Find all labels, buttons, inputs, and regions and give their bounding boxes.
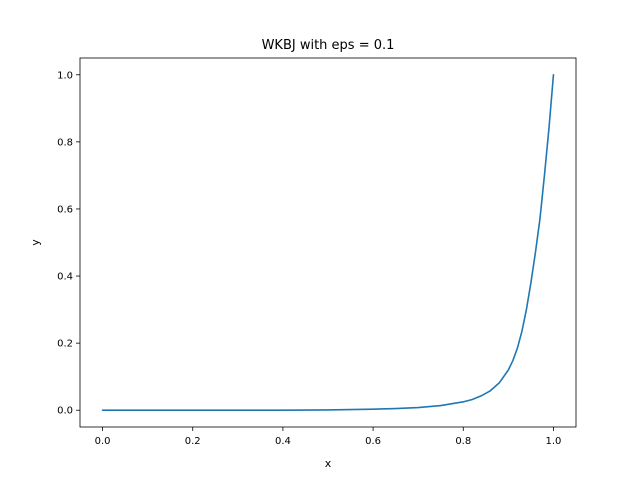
y-axis-label: y [29, 239, 42, 246]
plot-frame [79, 57, 577, 428]
y-tick-label: 0.2 [57, 339, 73, 350]
x-tick-label: 0.2 [185, 436, 201, 447]
y-tick-label: 0.4 [57, 272, 73, 283]
y-tick-label: 0.0 [57, 406, 73, 417]
x-axis-label: x [325, 457, 332, 470]
y-tick-label: 1.0 [57, 70, 73, 81]
series-line [101, 73, 555, 412]
x-tick-label: 1.0 [546, 436, 562, 447]
y-tick-label: 0.6 [57, 204, 73, 215]
y-axis-ticks: 0.0 0.2 0.4 0.6 0.8 1.0 [57, 70, 80, 417]
x-tick-label: 0.6 [365, 436, 381, 447]
series-layer [101, 73, 555, 412]
plot-area [80, 58, 576, 427]
y-tick-label: 0.8 [57, 137, 73, 148]
chart-title: WKBJ with eps = 0.1 [262, 38, 395, 53]
x-tick-label: 0.8 [455, 436, 471, 447]
x-tick-label: 0.0 [95, 436, 111, 447]
x-tick-label: 0.4 [275, 436, 291, 447]
x-axis-ticks: 0.0 0.2 0.4 0.6 0.8 1.0 [95, 427, 562, 447]
